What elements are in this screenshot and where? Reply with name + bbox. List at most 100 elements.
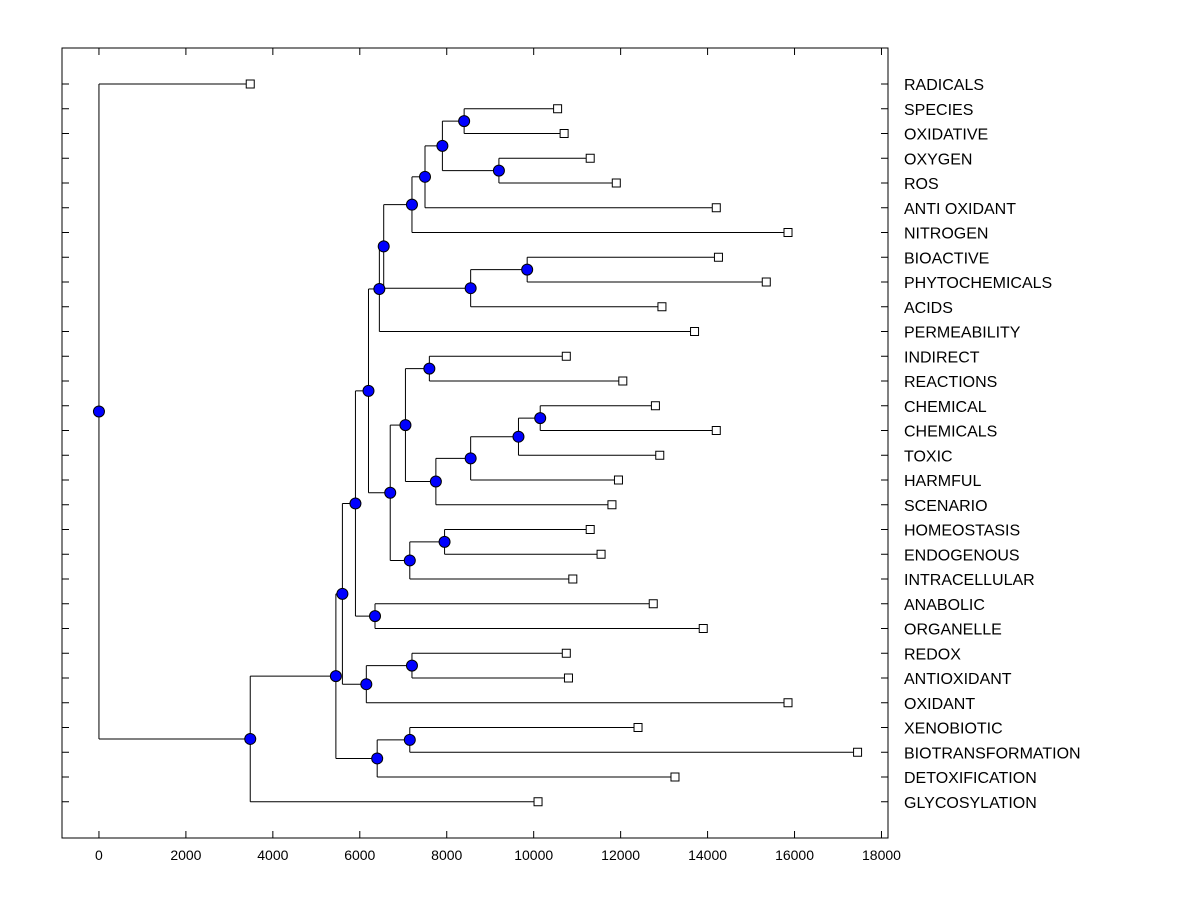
leaf-marker-chemical	[650, 401, 660, 411]
x-axis: 0 2000 4000 6000 8000 10000 12000 14000 16000 180…	[95, 48, 901, 863]
merge-node-n27	[329, 670, 342, 683]
x-tick-label: 4000	[257, 847, 288, 863]
leaf-marker-anti-oxidant	[711, 203, 721, 213]
leaf-marker-ros	[611, 178, 621, 188]
merge-node-n19	[362, 384, 375, 397]
merge-node-n7	[464, 282, 477, 295]
leaf-label-chemical: CHEMICAL	[904, 399, 987, 416]
x-tick-label: 6000	[344, 847, 375, 863]
x-tick-label: 12000	[601, 847, 640, 863]
leaf-marker-oxidant	[783, 698, 793, 708]
leaf-label-oxidative: OXIDATIVE	[904, 127, 988, 144]
leaf-marker-oxygen	[585, 153, 595, 163]
merge-node-n16	[438, 535, 451, 548]
leaf-marker-toxic	[655, 450, 665, 460]
leaf-label-harmful: HARMFUL	[904, 473, 981, 490]
merge-node-n18	[384, 486, 397, 499]
leaf-label-indirect: INDIRECT	[904, 349, 980, 366]
leaf-marker-nitrogen	[783, 228, 793, 237]
leaf-marker-indirect	[561, 351, 571, 361]
leaf-label-nitrogen: NITROGEN	[904, 226, 988, 243]
x-tick-label: 16000	[775, 847, 814, 863]
leaf-marker-endogenous	[596, 549, 606, 559]
leaf-label-organelle: ORGANELLE	[904, 622, 1002, 639]
leaf-marker-phytochemicals	[761, 277, 771, 287]
leaf-marker-bioactive	[713, 252, 723, 262]
leaf-label-bioactive: BIOACTIVE	[904, 250, 989, 267]
merge-node-n26	[371, 752, 384, 765]
merge-node-n9	[373, 282, 386, 295]
leaf-label-oxidant: OXIDANT	[904, 696, 975, 713]
leaf-label-chemicals: CHEMICALS	[904, 424, 997, 441]
leaf-label-intracellular: INTRACELLULAR	[904, 572, 1035, 589]
x-tick-label: 2000	[170, 847, 201, 863]
merge-node-n21	[349, 497, 362, 510]
x-tick-label: 0	[95, 847, 103, 863]
leaf-marker-glycosylation	[533, 797, 543, 807]
merge-node-n8	[377, 240, 390, 253]
leaf-label-homeostasis: HOMEOSTASIS	[904, 523, 1020, 540]
x-tick-label: 10000	[514, 847, 553, 863]
leaf-marker-anabolic	[648, 599, 658, 609]
leaf-marker-species	[553, 104, 563, 114]
leaf-label-anti-oxidant: ANTI OXIDANT	[904, 201, 1016, 218]
leaf-marker-permeability	[690, 327, 700, 336]
leaf-label-species: SPECIES	[904, 102, 973, 119]
leaf-marker-detoxification	[670, 772, 680, 782]
plot-frame	[61, 47, 889, 839]
merge-node-n14	[429, 475, 442, 488]
merge-node-n25	[403, 733, 416, 746]
leaf-marker-reactions	[618, 376, 628, 386]
merge-node-n10	[423, 362, 436, 375]
leaf-marker-chemicals	[711, 426, 721, 435]
merge-node-n15	[399, 419, 412, 432]
leaf-marker-acids	[657, 302, 667, 312]
merge-node-n22	[405, 659, 418, 672]
leaf-label-toxic: TOXIC	[904, 448, 953, 465]
leaf-marker-xenobiotic	[633, 723, 643, 732]
merge-node-n24	[336, 587, 349, 600]
leaf-label-phytochemicals: PHYTOCHEMICALS	[904, 275, 1052, 292]
merge-node-n12	[512, 430, 525, 443]
merge-node-n28	[244, 732, 257, 745]
leaf-label-scenario: SCENARIO	[904, 498, 988, 515]
merge-node-n23	[360, 678, 373, 691]
leaf-label-ros: ROS	[904, 176, 939, 193]
merge-node-n6	[521, 263, 534, 276]
merge-nodes	[92, 115, 547, 765]
leaf-label-reactions: REACTIONS	[904, 374, 997, 391]
leaf-label-permeability: PERMEABILITY	[904, 325, 1021, 342]
dendrogram-edges	[98, 83, 858, 803]
merge-node-n13	[464, 452, 477, 465]
merge-node-n11	[534, 412, 547, 425]
merge-node-n29	[92, 405, 105, 418]
leaf-label-acids: ACIDS	[904, 300, 953, 317]
leaf-markers	[245, 79, 863, 807]
merge-node-n17	[403, 554, 416, 567]
leaf-marker-radicals	[245, 79, 255, 89]
leaf-label-endogenous: ENDOGENOUS	[904, 547, 1020, 564]
leaf-marker-homeostasis	[585, 525, 595, 534]
leaf-marker-scenario	[607, 500, 617, 510]
leaf-label-detoxification: DETOXIFICATION	[904, 770, 1037, 787]
leaf-label-redox: REDOX	[904, 646, 961, 663]
merge-node-n2	[492, 164, 505, 177]
leaf-labels: RADICALS SPECIES OXIDATIVE OXYGEN ROS ANTI OX…	[904, 77, 1081, 812]
merge-node-n3	[436, 139, 449, 152]
x-tick-label: 18000	[862, 847, 901, 863]
leaf-marker-harmful	[613, 475, 623, 485]
leaf-label-glycosylation: GLYCOSYLATION	[904, 795, 1037, 812]
leaf-label-oxygen: OXYGEN	[904, 151, 972, 168]
merge-node-n4	[419, 170, 432, 183]
x-tick-label: 8000	[431, 847, 462, 863]
x-tick-label: 14000	[688, 847, 727, 863]
leaf-label-xenobiotic: XENOBIOTIC	[904, 721, 1003, 738]
axis-ticks	[62, 83, 888, 803]
leaf-marker-redox	[561, 648, 571, 658]
merge-node-n1	[458, 115, 471, 128]
leaf-marker-antioxidant	[563, 673, 573, 683]
leaf-label-biotransformation: BIOTRANSFORMATION	[904, 745, 1081, 762]
merge-node-n5	[405, 198, 418, 211]
leaf-label-anabolic: ANABOLIC	[904, 597, 985, 614]
